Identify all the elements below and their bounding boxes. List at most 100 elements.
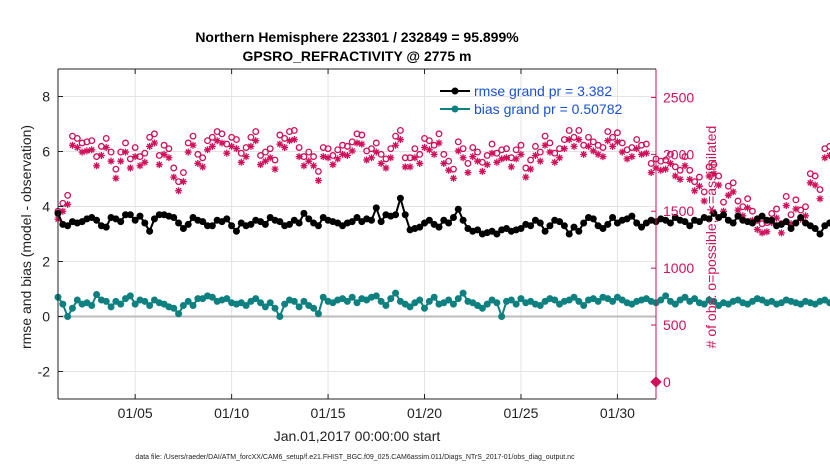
y-tick-label-right: 500 [663,317,687,333]
bias-marker [449,300,457,308]
assimilated-obs-marker [252,137,260,145]
rmse-marker [247,220,255,228]
assimilated-obs-marker [676,175,684,183]
legend-marker-bias [451,105,459,113]
rmse-marker [367,216,375,224]
possible-obs-marker [565,126,573,134]
assimilated-obs-marker [739,212,747,220]
possible-obs-marker [686,166,694,174]
possible-obs-marker [633,136,641,144]
y-axis-label-left: rmse and bias (model - observation) [18,125,34,349]
rmse-marker [575,227,583,235]
possible-obs-marker [609,133,617,141]
possible-obs-marker [252,128,260,136]
assimilated-obs-marker [353,139,361,147]
bias-marker [445,296,453,304]
assimilated-obs-marker [107,157,115,165]
rmse-marker [768,216,776,224]
assimilated-obs-marker [589,147,597,155]
bias-marker [319,293,327,301]
possible-obs-marker [512,146,520,154]
assimilated-obs-marker [295,153,303,161]
bias-marker [710,297,718,305]
possible-obs-marker [324,145,332,153]
rmse-marker [628,212,636,220]
rmse-marker [705,215,713,223]
bias-marker [266,299,274,307]
rmse-marker [527,222,535,230]
possible-obs-marker [411,145,419,153]
bias-marker [146,302,154,309]
bias-marker [382,302,390,309]
rmse-marker [536,219,544,227]
assimilated-obs-marker [575,136,583,144]
possible-obs-marker [425,137,433,145]
rmse-marker [102,223,110,231]
rmse-marker [392,211,400,219]
possible-obs-marker [695,173,703,181]
rmse-marker [580,219,588,227]
rmse-marker [131,216,139,224]
bias-marker [68,304,76,312]
assimilated-obs-marker [78,148,86,156]
assimilated-obs-marker [638,150,646,158]
assimilated-obs-marker [112,174,120,182]
assimilated-obs-marker [657,166,665,174]
possible-obs-marker [179,169,187,177]
possible-obs-marker [204,137,211,145]
rmse-marker [175,219,183,227]
possible-obs-marker [744,195,752,203]
assimilated-obs-marker [720,207,728,215]
possible-obs-marker [141,149,149,157]
bias-marker [493,299,501,307]
possible-obs-marker [276,131,284,139]
legend-label-bias: bias grand pr = 0.50782 [474,101,622,117]
bias-marker [300,297,308,305]
bias-marker [271,304,279,312]
possible-obs-marker [368,145,375,153]
bias-marker [392,289,400,297]
bias-marker [421,304,429,312]
possible-obs-marker [160,141,168,149]
possible-obs-marker [503,145,510,153]
rmse-marker [720,211,728,219]
possible-obs-marker [358,131,366,139]
rmse-marker [459,216,467,224]
assimilated-obs-marker [146,142,154,150]
assimilated-obs-marker [324,154,332,162]
possible-obs-marker [671,163,679,171]
possible-obs-marker [165,145,173,153]
possible-obs-marker [517,141,525,149]
assimilated-obs-marker [194,159,202,167]
assimilated-obs-marker [406,163,414,171]
assimilated-obs-marker [319,153,327,161]
assimilated-obs-marker [613,138,621,146]
y-tick-label-left: -2 [38,364,51,380]
possible-obs-marker [334,146,342,154]
bias-marker [681,293,689,301]
rmse-marker [633,219,641,227]
assimilated-obs-marker [305,157,313,165]
possible-obs-marker [464,159,472,167]
assimilated-obs-marker [281,144,289,152]
possible-obs-marker [589,138,597,146]
rmse-marker [146,227,154,235]
assimilated-obs-marker [382,164,390,172]
bias-marker [276,313,284,320]
rmse-marker [811,225,819,232]
possible-obs-marker [734,197,742,205]
bias-marker [575,297,583,305]
assimilated-obs-marker [715,181,723,189]
possible-obs-marker [261,148,269,156]
assimilated-obs-marker [584,142,592,150]
possible-obs-marker [146,133,154,141]
bias-marker [478,304,486,312]
assimilated-obs-marker [401,163,409,171]
assimilated-obs-marker [314,177,322,185]
assimilated-obs-marker [498,155,506,163]
possible-obs-marker [681,153,689,161]
possible-obs-marker [401,154,409,162]
possible-obs-marker [700,188,708,196]
assimilated-obs-marker [208,142,216,150]
